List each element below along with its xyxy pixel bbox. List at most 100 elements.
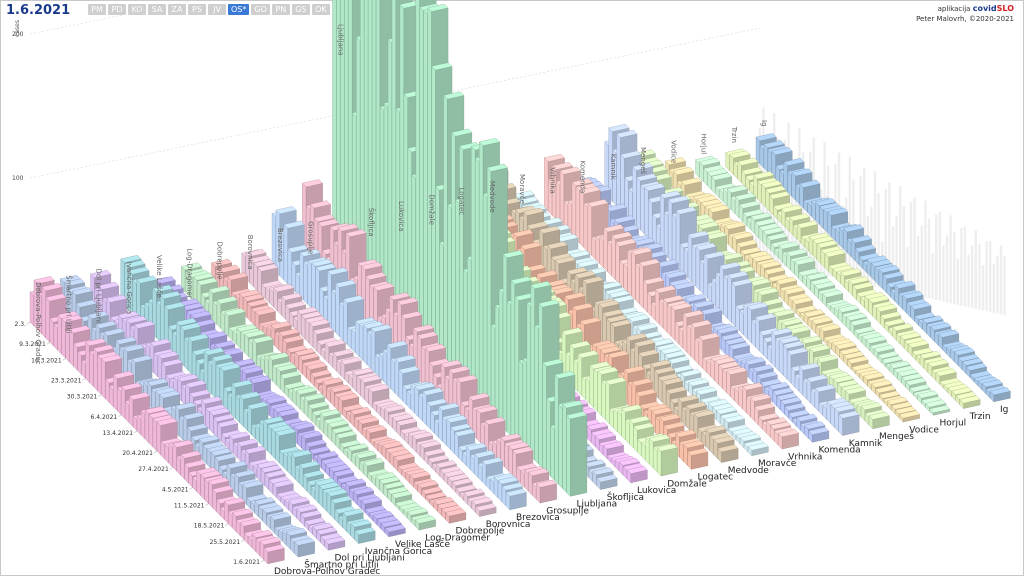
- bar-top: [577, 259, 599, 268]
- bar-top: [914, 312, 936, 320]
- bar-top: [687, 447, 709, 456]
- region-tab-za[interactable]: ZA: [168, 4, 186, 15]
- date-tick: [241, 539, 245, 543]
- bar: [583, 203, 588, 252]
- bar-top: [758, 412, 780, 421]
- date-tick: [82, 378, 86, 381]
- bar-top: [391, 490, 413, 499]
- bar-top: [656, 443, 678, 452]
- bar-top: [806, 272, 828, 281]
- region-tab-pm[interactable]: PM: [88, 4, 106, 15]
- bar-top: [384, 524, 406, 533]
- bar: [775, 338, 780, 372]
- bar-top: [773, 308, 795, 317]
- bar: [587, 202, 592, 256]
- bar-top: [41, 283, 63, 292]
- region-tab-go[interactable]: GO: [251, 4, 270, 15]
- bar-top: [765, 185, 787, 194]
- bar-top: [327, 267, 349, 276]
- bar-top: [263, 416, 285, 425]
- wall-bar: [873, 171, 877, 287]
- region-tab-os[interactable]: OS*: [228, 4, 250, 15]
- bar: [643, 280, 648, 313]
- bar-top: [249, 375, 271, 384]
- bar-top: [192, 272, 214, 281]
- date-tick-label: 13.4.2021: [103, 430, 134, 437]
- bar-top: [719, 261, 741, 270]
- bar-top: [938, 329, 960, 338]
- bar: [160, 294, 165, 347]
- region-tab-jv[interactable]: JV: [208, 4, 226, 15]
- bar: [550, 425, 555, 481]
- bar: [512, 449, 517, 480]
- bar-top: [101, 354, 123, 363]
- bar: [751, 320, 756, 348]
- bar-top: [798, 268, 820, 277]
- bar-top: [664, 350, 686, 359]
- bar-top: [345, 229, 367, 238]
- bar-top: [275, 206, 297, 215]
- date-tick: [26, 321, 31, 325]
- bar-top: [330, 495, 352, 504]
- date-tick: [46, 341, 50, 345]
- municipality-back-label: Medvode: [488, 181, 496, 213]
- bar-top: [296, 504, 318, 513]
- region-tab-sa[interactable]: SA: [148, 4, 166, 15]
- bar-top: [285, 301, 307, 309]
- bar: [577, 353, 582, 396]
- bar-top: [870, 259, 892, 268]
- bar: [129, 395, 134, 428]
- bar-top: [184, 460, 206, 468]
- bar-top: [788, 213, 810, 222]
- region-tab-ps[interactable]: PS: [188, 4, 206, 15]
- bar-top: [389, 449, 411, 457]
- bar: [639, 262, 644, 309]
- bar-top: [362, 321, 384, 329]
- bar-top: [661, 377, 683, 386]
- bar: [739, 310, 744, 336]
- bar-top: [750, 212, 772, 221]
- bar: [538, 302, 543, 469]
- bar-top: [327, 419, 349, 428]
- bar-top: [278, 328, 300, 337]
- bar-top: [360, 496, 382, 505]
- bar: [530, 284, 535, 461]
- region-tab-ok[interactable]: OK: [311, 4, 330, 15]
- bar-top: [156, 417, 178, 426]
- bar-top: [299, 248, 321, 257]
- bar-top: [865, 335, 887, 344]
- bar: [368, 0, 373, 296]
- bar-top: [716, 326, 738, 334]
- bar: [303, 261, 308, 305]
- bar-top: [298, 460, 320, 469]
- bar-top: [838, 410, 860, 419]
- bar-top: [172, 439, 194, 448]
- wall-bar: [938, 211, 941, 301]
- bar-top: [659, 413, 681, 422]
- bar-top: [263, 544, 285, 553]
- wall-bar: [848, 156, 851, 281]
- bar-top: [843, 351, 865, 360]
- region-tab-pd[interactable]: PD: [108, 4, 126, 15]
- municipality-label: Kamnik: [849, 439, 883, 449]
- bar-top: [264, 470, 286, 478]
- region-tab-gs[interactable]: GS: [291, 4, 310, 15]
- bar-top: [476, 405, 498, 414]
- municipality-label: Mengeš: [879, 431, 914, 442]
- bar-top: [124, 260, 146, 268]
- region-tab-pn[interactable]: PN: [271, 4, 290, 15]
- bar-top: [631, 378, 653, 386]
- bar-top: [731, 278, 753, 287]
- municipality-back-label: Horjul: [700, 134, 708, 155]
- region-tab-ko[interactable]: KO: [128, 4, 146, 15]
- bar-top: [600, 281, 622, 290]
- bar: [625, 419, 630, 445]
- wall-bar: [956, 258, 959, 305]
- bar: [510, 279, 515, 441]
- bar-top: [372, 511, 394, 520]
- bar-top: [200, 470, 222, 479]
- bar-top: [128, 266, 150, 275]
- bar-top: [505, 488, 527, 497]
- bar-top: [892, 323, 914, 332]
- bar-top: [308, 318, 330, 327]
